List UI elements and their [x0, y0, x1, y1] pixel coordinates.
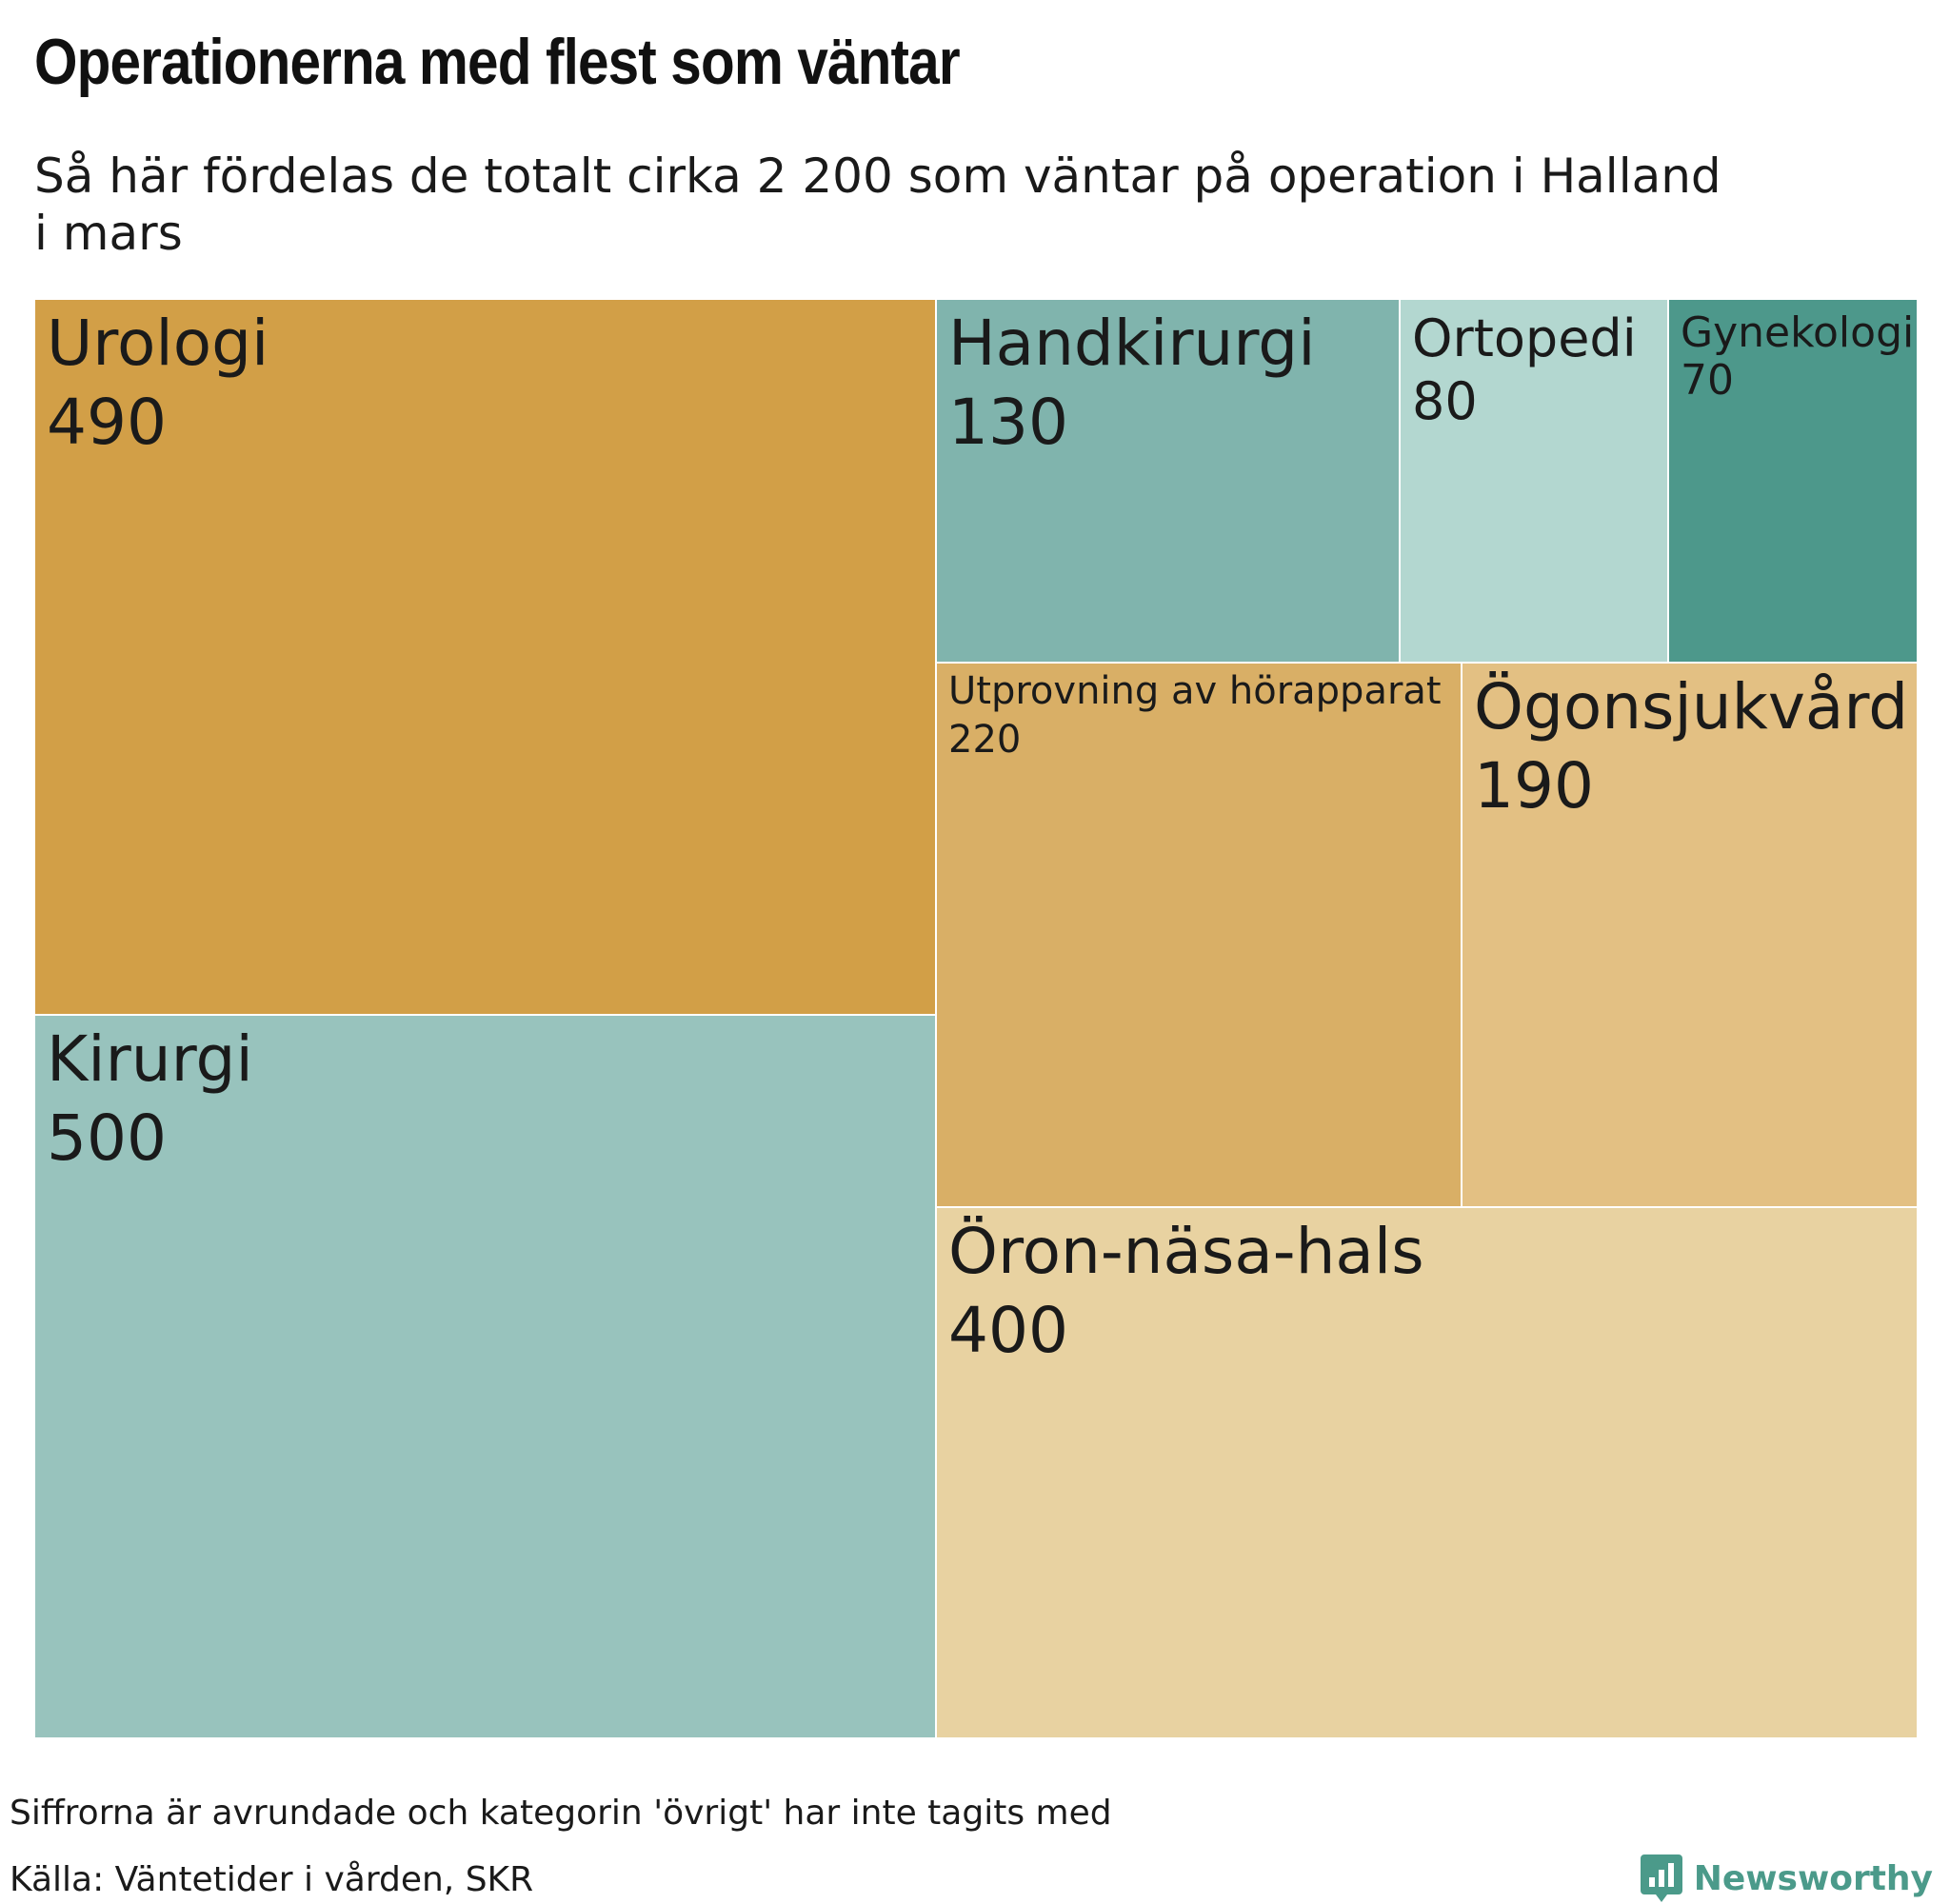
- treemap-value: 400: [948, 1294, 1068, 1367]
- treemap-label: Gynekologi: [1681, 308, 1914, 357]
- treemap-label: Handkirurgi: [948, 307, 1316, 380]
- treemap-rect: [935, 299, 1401, 664]
- footnote: Siffrorna är avrundade och kategorin 'öv…: [10, 1794, 1112, 1833]
- bar-chart-icon: [1640, 1854, 1682, 1902]
- treemap-value: 220: [948, 718, 1021, 762]
- treemap-rect: [935, 1206, 1918, 1738]
- treemap-value: 130: [948, 386, 1068, 459]
- treemap-label: Utprovning av hörapparat: [948, 669, 1442, 713]
- treemap-rect: [1667, 299, 1918, 664]
- chart-title: Operationerna med flest som väntar: [34, 26, 961, 98]
- treemap-chart: Kirurgi500Urologi490Öron-näsa-hals400Utp…: [34, 299, 1918, 1738]
- treemap-value: 500: [47, 1101, 167, 1175]
- chart-subtitle: Så här fördelas de totalt cirka 2 200 so…: [34, 149, 1721, 261]
- treemap-rect: [34, 1014, 937, 1738]
- treemap-label: Urologi: [47, 307, 269, 380]
- treemap-rect: [34, 299, 937, 1016]
- treemap-value: 190: [1474, 749, 1594, 823]
- treemap-label: Kirurgi: [47, 1022, 253, 1096]
- treemap-label: Ortopedi: [1412, 308, 1637, 368]
- treemap-rect: [1399, 299, 1669, 664]
- source-note: Källa: Väntetider i vården, SKR: [10, 1860, 534, 1899]
- treemap-label: Ögonsjukvård: [1474, 670, 1908, 744]
- treemap-label: Öron-näsa-hals: [948, 1215, 1424, 1288]
- treemap-rect: [1461, 662, 1918, 1208]
- treemap-rect: [935, 662, 1462, 1208]
- treemap-cell-utprovning-av-horapparat: Utprovning av hörapparat 220: [935, 662, 1462, 1208]
- treemap-value: 80: [1412, 371, 1478, 431]
- treemap-value: 490: [47, 386, 167, 459]
- newsworthy-logo: Newsworthy: [1639, 1853, 1933, 1904]
- brand-name: Newsworthy: [1693, 1858, 1933, 1898]
- treemap-value: 70: [1681, 356, 1734, 405]
